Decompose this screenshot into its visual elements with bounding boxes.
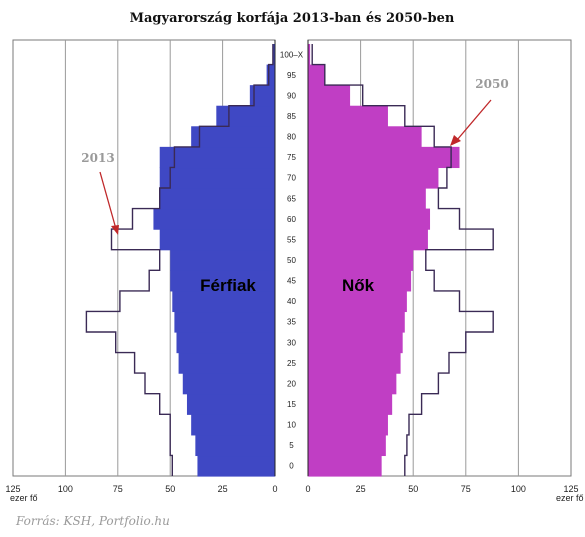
arrow-2013-head <box>111 225 119 235</box>
bar-male-2050-age-10 <box>191 414 275 436</box>
x-tick-right-0: 0 <box>305 484 310 494</box>
age-tick-label: 75 <box>287 153 296 162</box>
age-tick-label: 70 <box>287 174 296 183</box>
age-tick-label: 25 <box>287 359 296 368</box>
x-tick-left-100: 100 <box>58 484 73 494</box>
bar-male-2050-age-95 <box>266 64 275 86</box>
bar-male-2050-age-45 <box>170 270 275 292</box>
bar-female-2050-age-75 <box>308 146 460 169</box>
x-tick-right-75: 75 <box>461 484 471 494</box>
male-2050-bars <box>153 44 275 477</box>
x-tick-left-75: 75 <box>113 484 123 494</box>
bar-female-2050-age-20 <box>308 373 397 395</box>
female-2013-outline <box>311 44 494 476</box>
x-tick-left-25: 25 <box>218 484 228 494</box>
bar-male-2050-age-30 <box>176 332 275 354</box>
age-tick-label: 65 <box>287 194 296 203</box>
age-tick-label: 90 <box>287 91 296 100</box>
bar-male-2050-age-5 <box>195 434 275 457</box>
bar-female-2050-age-80 <box>308 126 422 148</box>
bar-male-2050-age-55 <box>159 229 275 251</box>
female-label: Nők <box>342 276 375 295</box>
bar-female-2050-age-15 <box>308 393 393 415</box>
bar-female-2050-age-0 <box>308 455 382 477</box>
x-tick-left-125: 125 <box>5 484 20 494</box>
bar-female-2050-age-70 <box>308 167 439 189</box>
arrow-2050-head <box>450 135 461 146</box>
x-tick-left-50: 50 <box>165 484 175 494</box>
bar-male-2050-age-20 <box>182 373 275 395</box>
bar-male-2050-age-40 <box>172 290 275 313</box>
age-tick-label: 15 <box>287 400 296 409</box>
annotation-2013: 2013 <box>81 151 114 165</box>
female-2050-bars <box>308 44 460 477</box>
bar-female-2050-age-35 <box>308 311 405 333</box>
male-2013-outline <box>85 44 274 476</box>
bar-male-2050-age-70 <box>159 167 275 189</box>
age-tick-label: 80 <box>287 133 296 142</box>
unit-label-left: ezer fő <box>10 493 38 503</box>
age-tick-label: 5 <box>289 441 294 450</box>
bar-female-2050-age-30 <box>308 332 403 354</box>
bar-male-2050-age-60 <box>153 208 275 230</box>
arrow-2050-shaft <box>456 99 492 141</box>
bar-male-2050-age-85 <box>216 105 275 127</box>
left-x-axis-ticks: 125 100 75 50 25 0 <box>5 484 277 494</box>
male-label: Férfiak <box>200 276 256 295</box>
bar-female-2050-age-5 <box>308 434 386 457</box>
bar-male-2050-age-100 <box>272 44 275 66</box>
age-tick-label: 55 <box>287 235 296 244</box>
bar-female-2050-age-90 <box>308 85 351 107</box>
age-tick-label: 30 <box>287 338 296 347</box>
x-tick-right-25: 25 <box>356 484 366 494</box>
age-tick-label: 100–X <box>280 50 304 59</box>
source-note: Forrás: KSH, Portfolio.hu <box>15 514 170 528</box>
unit-label-right: ezer fő <box>556 493 584 503</box>
age-tick-label: 35 <box>287 318 296 327</box>
bar-male-2050-age-65 <box>159 188 275 210</box>
bar-female-2050-age-40 <box>308 290 407 313</box>
x-tick-right-125: 125 <box>563 484 578 494</box>
bar-female-2050-age-85 <box>308 105 388 127</box>
bar-male-2050-age-75 <box>159 146 275 169</box>
right-x-axis-ticks: 0 25 50 75 100 125 <box>305 484 578 494</box>
bar-female-2050-age-50 <box>308 249 414 271</box>
bar-female-2050-age-65 <box>308 188 426 210</box>
age-tick-label: 50 <box>287 256 296 265</box>
age-tick-label: 10 <box>287 421 296 430</box>
age-tick-label: 85 <box>287 112 296 121</box>
age-tick-label: 95 <box>287 71 296 80</box>
bar-female-2050-age-25 <box>308 352 401 374</box>
age-tick-label: 0 <box>289 462 294 471</box>
bar-male-2050-age-50 <box>170 249 275 271</box>
age-tick-label: 60 <box>287 215 296 224</box>
bar-male-2050-age-90 <box>249 85 275 107</box>
bar-female-2050-age-95 <box>308 64 325 86</box>
bar-male-2050-age-0 <box>197 455 275 477</box>
bar-female-2050-age-45 <box>308 270 412 292</box>
x-tick-right-50: 50 <box>408 484 418 494</box>
arrow-2013-shaft <box>99 171 117 230</box>
age-tick-label: 45 <box>287 277 296 286</box>
bar-female-2050-age-55 <box>308 229 428 251</box>
bar-female-2050-age-10 <box>308 414 388 436</box>
x-tick-left-0: 0 <box>272 484 277 494</box>
x-tick-right-100: 100 <box>511 484 526 494</box>
bar-female-2050-age-100 <box>308 44 311 66</box>
age-axis-ticks: 100–X95908580757065605550454035302520151… <box>280 50 304 470</box>
bar-female-2050-age-60 <box>308 208 431 230</box>
bar-male-2050-age-25 <box>178 352 275 374</box>
bar-male-2050-age-35 <box>174 311 275 333</box>
annotation-2050: 2050 <box>475 77 508 91</box>
chart-title: Magyarország korfája 2013-ban és 2050-be… <box>130 11 455 26</box>
bar-male-2050-age-80 <box>191 126 275 148</box>
bar-male-2050-age-15 <box>186 393 275 415</box>
age-tick-label: 20 <box>287 379 296 388</box>
age-tick-label: 40 <box>287 297 296 306</box>
